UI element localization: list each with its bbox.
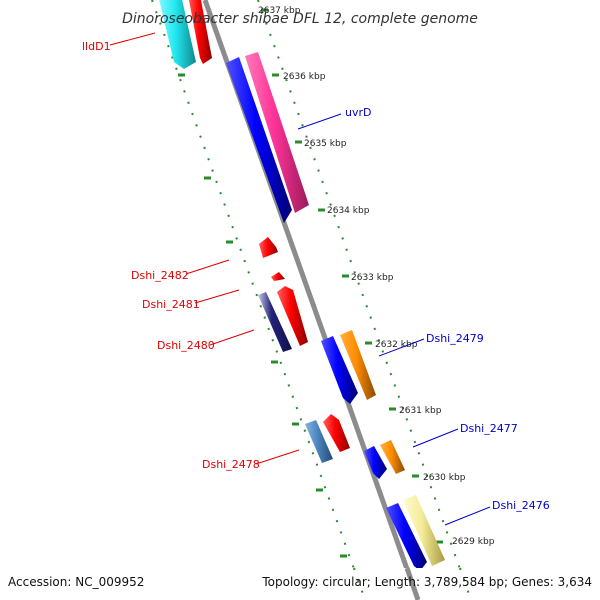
- leader-dshi-2479: [378, 338, 425, 357]
- gene-label-dshi-2476[interactable]: Dshi_2476: [492, 499, 550, 512]
- leader-dshi-2478: [255, 449, 300, 465]
- feature-cyan[interactable]: [158, 0, 196, 69]
- leader-dshi-2480: [209, 329, 255, 346]
- footer-backdrop: [0, 568, 600, 600]
- feature-dshi-2480[interactable]: [277, 286, 308, 346]
- scale-ticks: [261, 8, 443, 544]
- gene-label-uvrd[interactable]: uvrD: [345, 106, 371, 119]
- feature-red[interactable]: [188, 0, 212, 64]
- leader-dshi-2481: [194, 289, 240, 304]
- forward-leaders: [109, 32, 300, 465]
- feature-dshi-2481[interactable]: [271, 272, 285, 281]
- tick-label: 2633 kbp: [351, 273, 394, 283]
- feature-dshi-2479-orange[interactable]: [340, 330, 376, 400]
- feature-dshi-2480-navy[interactable]: [258, 292, 292, 352]
- feature-dshi-2482[interactable]: [259, 237, 278, 258]
- tick-label: 2630 kbp: [423, 473, 466, 483]
- feature-dshi-2477-orange[interactable]: [380, 440, 405, 474]
- tick-label: 2632 kbp: [375, 340, 418, 350]
- leader-dshi-2477: [412, 428, 459, 448]
- leader-dshi-2482: [185, 259, 230, 275]
- tick-label: 2629 kbp: [452, 537, 495, 547]
- tick-label: 2636 kbp: [283, 72, 326, 82]
- tick-label: 2637 kbp: [258, 6, 301, 16]
- gene-label-dshi-2480[interactable]: Dshi_2480: [157, 339, 215, 352]
- leader-lldd1: [109, 32, 156, 46]
- feature-dshi-2477[interactable]: [364, 446, 387, 479]
- feature-dshi-2479[interactable]: [321, 336, 358, 404]
- map-title: Dinoroseobacter shibae DFL 12, complete …: [122, 11, 478, 27]
- tick-label: 2631 kbp: [399, 406, 442, 416]
- gene-label-dshi-2482[interactable]: Dshi_2482: [131, 269, 189, 282]
- feature-dshi-2478[interactable]: [323, 414, 350, 452]
- accession-text: Accession: NC_009952: [8, 575, 144, 589]
- feature-dshi-2476-khaki[interactable]: [403, 495, 445, 566]
- genome-backbone-tail: [404, 567, 421, 600]
- minor-ticks: [178, 73, 347, 558]
- leader-dshi-2476: [444, 506, 491, 526]
- tick-label: 2635 kbp: [304, 139, 347, 149]
- feature-uvrd-magenta[interactable]: [245, 52, 309, 213]
- reverse-leaders: [297, 113, 491, 526]
- genome-summary-text: Topology: circular; Length: 3,789,584 bp…: [261, 575, 592, 589]
- feature-dshi-2476[interactable]: [386, 503, 427, 571]
- gene-label-dshi-2479[interactable]: Dshi_2479: [426, 332, 484, 345]
- leader-uvrd: [297, 113, 342, 130]
- gene-label-lldd1[interactable]: lldD1: [82, 40, 111, 53]
- gene-label-dshi-2478[interactable]: Dshi_2478: [202, 458, 260, 471]
- feature-uvrd[interactable]: [226, 57, 292, 223]
- gene-label-dshi-2477[interactable]: Dshi_2477: [460, 422, 518, 435]
- tick-label: 2634 kbp: [327, 206, 370, 216]
- gene-label-dshi-2481[interactable]: Dshi_2481: [142, 298, 200, 311]
- feature-dshi-2478-steel[interactable]: [305, 420, 333, 463]
